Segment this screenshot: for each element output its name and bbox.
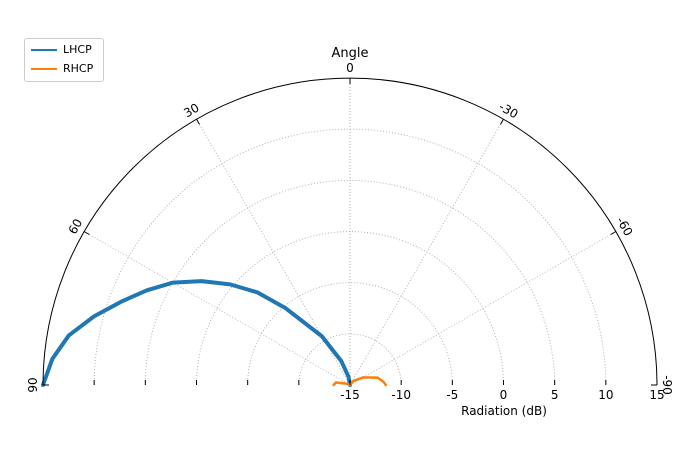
radial-grid-ring [93,128,607,386]
radial-tick-label: 10 [598,388,613,402]
radial-tick-label: -10 [391,388,411,402]
angular-grid-line [349,231,617,386]
angle-tick-label: 0 [346,61,354,75]
angular-grid-line [83,231,351,386]
angle-tick-label: -60 [614,215,636,239]
angular-grid-line [349,118,504,386]
legend-swatch-rhcp [31,68,57,70]
x-axis-label: Radiation (dB) [461,404,547,418]
radial-tick-label: 0 [500,388,508,402]
angle-tick-label: 90 [26,377,40,392]
legend-label-lhcp: LHCP [63,43,92,56]
series-line-rhcp [332,376,388,387]
angle-tick-label: -90 [660,375,674,395]
angle-tick-label: 60 [66,216,86,236]
radial-tick-label: -5 [446,388,458,402]
chart-title: Angle [332,46,369,61]
angle-tick [196,118,200,125]
legend: LHCP RHCP [24,38,104,82]
radial-grid-ring [196,231,504,386]
radial-tick-label: -15 [340,388,360,402]
legend-label-rhcp: RHCP [63,62,94,75]
radial-grid-ring [247,282,453,386]
grid-layer [83,78,617,386]
angle-tick-label: -30 [497,100,521,122]
angle-tick [500,118,504,125]
angle-tick [610,231,617,235]
legend-swatch-lhcp [31,49,57,51]
radial-tick-label: 5 [551,388,559,402]
angle-tick [83,231,90,235]
radial-tick-label: 15 [649,388,664,402]
angle-tick-label: 30 [181,101,201,121]
